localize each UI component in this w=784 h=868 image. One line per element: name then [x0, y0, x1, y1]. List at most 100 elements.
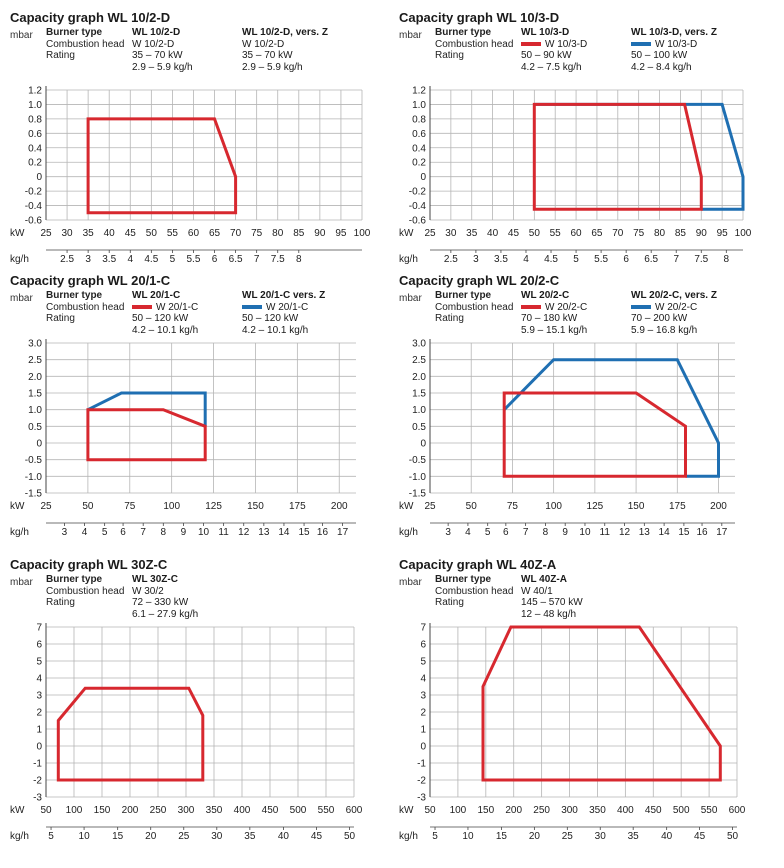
y-tick-label: -3	[33, 793, 42, 804]
info-text: W 10/3-D	[545, 38, 588, 50]
y-tick-label: 2	[36, 708, 42, 719]
y-tick-label: -0.4	[25, 201, 43, 212]
info-text: W 30/2	[132, 585, 164, 597]
y-tick-label: -3	[417, 793, 426, 804]
y-unit-label: mbar	[10, 293, 33, 304]
kw-tick-label: 25	[40, 228, 52, 239]
y-tick-label: -1.5	[409, 489, 427, 500]
kw-axis-unit: kW	[10, 501, 25, 512]
y-tick-label: 2.0	[28, 372, 42, 383]
kw-tick-label: 40	[104, 228, 116, 239]
kw-tick-label: 70	[612, 228, 624, 239]
info-text: 5.9 – 16.8 kg/h	[631, 324, 698, 336]
kw-tick-label: 75	[251, 228, 263, 239]
chart-panel-5: Capacity graph WL 30Z-C mbar Burner type WL…	[10, 557, 382, 842]
kgh-tick-label: 4	[465, 527, 471, 538]
kgh-tick-label: 7.5	[694, 254, 708, 265]
combustion-head-label: Combustion head	[435, 585, 514, 597]
capacity-plot: -0.6-0.4-0.200.20.40.60.81.01.2kW 25 30 35 4…	[10, 86, 371, 266]
burner-type-value: WL 10/2-D, vers. Z	[242, 27, 328, 39]
kw-tick-label: 25	[424, 228, 436, 239]
kgh-tick-label: 6	[623, 254, 629, 265]
info-text: WL 10/2-D, vers. Z	[242, 27, 328, 38]
kgh-tick-label: 15	[496, 831, 508, 842]
combustion-head-label: Combustion head	[435, 38, 514, 50]
kgh-axis-unit: kg/h	[10, 527, 29, 538]
combustion-head-value: W 10/2-D	[242, 39, 284, 51]
kgh-tick-label: 17	[337, 527, 349, 538]
rating-kw-value: 50 – 90 kW	[521, 50, 572, 62]
kw-axis-unit: kW	[399, 805, 414, 816]
kgh-tick-label: 12	[238, 527, 250, 538]
kgh-tick-label: 7.5	[271, 254, 285, 265]
kgh-tick-label: 15	[298, 527, 310, 538]
capacity-plot: -0.6-0.4-0.200.20.40.60.81.01.2kW 25 30 35 4…	[399, 86, 752, 266]
rating-kw-value: 50 – 120 kW	[242, 313, 298, 325]
kgh-tick-label: 6	[503, 527, 509, 538]
kgh-tick-label: 4.5	[544, 254, 558, 265]
info-text: WL 10/3-D, vers. Z	[631, 27, 717, 38]
rating-kgh-value: 2.9 – 5.9 kg/h	[132, 62, 193, 74]
info-text: WL 20/1-C vers. Z	[242, 290, 326, 301]
kw-tick-label: 200	[122, 805, 139, 816]
kw-tick-label: 150	[628, 501, 645, 512]
y-unit-label: mbar	[10, 30, 33, 41]
y-tick-label: 1.0	[28, 405, 42, 416]
combustion-head-value: W 20/2-C	[631, 302, 697, 314]
burner-type-value: WL 10/3-D	[521, 27, 569, 39]
y-tick-label: -0.6	[25, 216, 43, 227]
kw-tick-label: 40	[487, 228, 499, 239]
info-text: WL 20/1-C	[132, 290, 181, 301]
kgh-tick-label: 2.5	[60, 254, 74, 265]
burner-type-value: WL 30Z-C	[132, 574, 178, 586]
burner-type-value: WL 10/2-D	[132, 27, 180, 39]
kgh-tick-label: 12	[619, 527, 631, 538]
y-tick-label: 5	[36, 657, 42, 668]
kw-tick-label: 70	[230, 228, 242, 239]
capacity-plot: -1.5-1.0-0.500.51.01.52.02.53.0kW 25 50 75 1…	[399, 339, 735, 538]
y-tick-label: 4	[36, 674, 42, 685]
kgh-tick-label: 10	[79, 831, 91, 842]
kgh-tick-label: 5	[170, 254, 176, 265]
kw-tick-label: 500	[290, 805, 307, 816]
y-tick-label: 7	[420, 623, 426, 634]
burner-type-value: WL 20/1-C	[132, 290, 180, 302]
y-tick-label: 0.8	[412, 114, 426, 125]
kw-tick-label: 150	[94, 805, 111, 816]
kgh-tick-label: 30	[595, 831, 607, 842]
burner-type-label: Burner type	[435, 290, 492, 301]
y-tick-label: 6	[420, 640, 426, 651]
y-tick-label: 2	[420, 708, 426, 719]
info-text: 4.2 – 10.1 kg/h	[132, 324, 199, 336]
kw-tick-label: 250	[533, 805, 550, 816]
kgh-tick-label: 14	[659, 527, 671, 538]
y-tick-label: 0.2	[412, 158, 426, 169]
chart-title: Capacity graph WL 10/3-D	[399, 10, 560, 25]
y-tick-label: 0	[420, 742, 426, 753]
y-tick-label: 0	[420, 172, 426, 183]
combustion-head-label: Combustion head	[46, 38, 125, 50]
kgh-tick-label: 4	[82, 527, 88, 538]
chart-panel-2: Capacity graph WL 10/3-D mbar Burner type W…	[399, 10, 771, 293]
y-tick-label: -2	[417, 776, 426, 787]
kgh-tick-label: 4	[127, 254, 133, 265]
kw-tick-label: 45	[508, 228, 520, 239]
y-tick-label: 0.5	[412, 422, 426, 433]
y-tick-label: -1	[33, 759, 42, 770]
info-text: W 10/3-D	[655, 38, 698, 50]
kw-tick-label: 350	[206, 805, 223, 816]
combustion-head-value: W 10/2-D	[132, 39, 174, 51]
kgh-tick-label: 25	[178, 831, 190, 842]
kgh-tick-label: 4	[523, 254, 529, 265]
y-tick-label: 0.6	[28, 129, 42, 140]
kw-tick-label: 30	[62, 228, 74, 239]
chart-title: Capacity graph WL 40Z-A	[399, 557, 557, 572]
chart-panel-6: Capacity graph WL 40Z-A mbar Burner type WL…	[399, 557, 771, 842]
kgh-tick-label: 8	[296, 254, 302, 265]
kgh-tick-label: 15	[112, 831, 124, 842]
kw-tick-label: 100	[66, 805, 83, 816]
rating-kw-label: Rating	[435, 313, 464, 324]
rating-kw-value: 35 – 70 kW	[242, 50, 293, 62]
kgh-tick-label: 20	[529, 831, 541, 842]
kgh-tick-label: 15	[678, 527, 690, 538]
